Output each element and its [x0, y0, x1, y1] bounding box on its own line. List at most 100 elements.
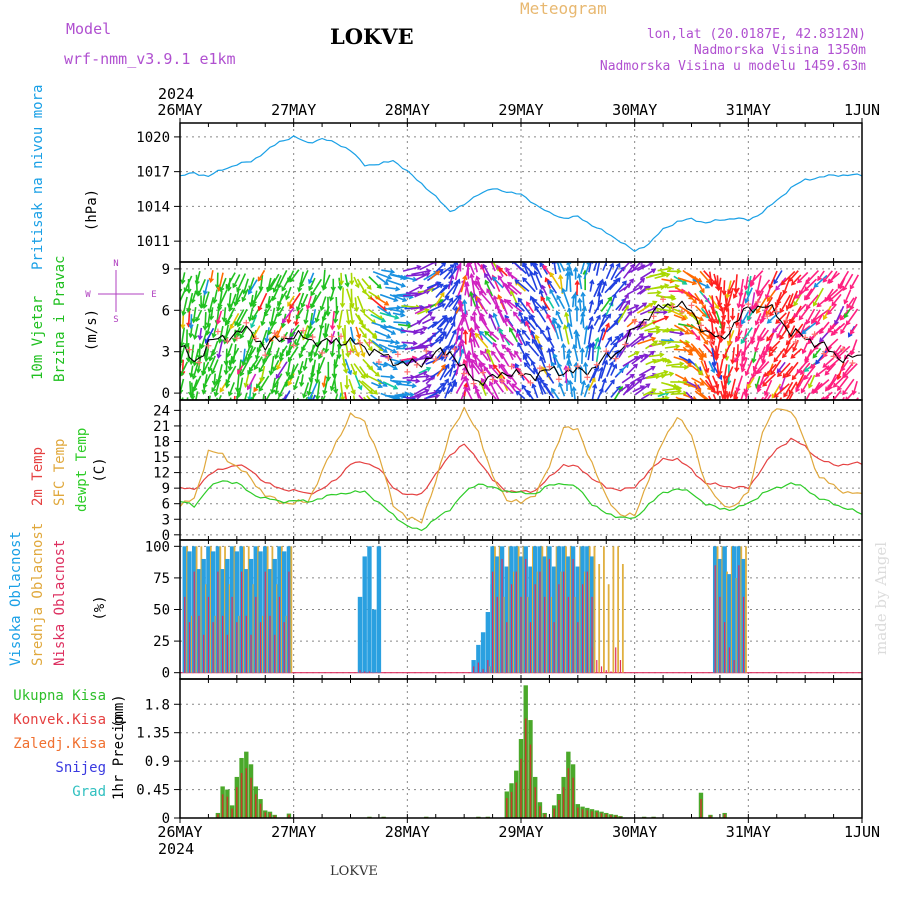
- wind-arrow-head: [237, 322, 242, 328]
- wind-arrow: [831, 293, 842, 306]
- wind-arrow: [218, 325, 224, 343]
- wind-arrow: [547, 337, 555, 349]
- wind-arrow: [177, 305, 179, 321]
- wind-arrow-head: [197, 335, 203, 341]
- wind-arrow: [353, 363, 366, 379]
- wind-arrow: [558, 262, 566, 272]
- wind-arrow: [505, 284, 518, 296]
- wind-arrow-head: [768, 284, 774, 290]
- wind-arrow-head: [352, 370, 358, 377]
- wind-arrow: [435, 284, 448, 299]
- wind-arrow: [813, 274, 828, 288]
- wind-arrow-head: [695, 384, 701, 389]
- wind-arrow: [630, 374, 646, 384]
- wind-arrow-head: [236, 287, 241, 293]
- wind-arrow: [410, 389, 429, 399]
- cloud-bar-mid: [588, 546, 591, 673]
- wind-arrow-head: [205, 322, 211, 328]
- wind-arrow-head: [751, 358, 757, 364]
- cloud-bar-mid: [735, 577, 738, 673]
- y-tick-label: 6: [162, 303, 170, 319]
- wind-arrow-head: [253, 387, 259, 393]
- wind-arrow: [384, 361, 398, 370]
- wind-arrow-head: [184, 343, 190, 349]
- wind-arrow-head: [235, 298, 241, 304]
- wind-arrow: [627, 333, 644, 348]
- wind-arrow-head: [574, 331, 581, 338]
- wind-arrow: [610, 335, 620, 346]
- y-tick-label: 100: [145, 539, 170, 555]
- wind-arrow: [514, 279, 530, 293]
- wind-arrow: [665, 362, 684, 367]
- wind-arrow-head: [626, 283, 632, 289]
- wind-arrow: [581, 348, 584, 364]
- wind-arrow-head: [509, 289, 515, 295]
- wind-arrow-head: [219, 286, 225, 293]
- wind-arrow: [588, 377, 596, 391]
- wind-arrow-head: [847, 332, 853, 338]
- wind-arrow-head: [255, 383, 261, 389]
- wind-arrow-head: [492, 312, 498, 318]
- y-tick-label: 1017: [136, 165, 170, 181]
- wind-arrow-head: [740, 303, 746, 310]
- wind-arrow: [549, 272, 562, 290]
- wind-arrow-head: [477, 297, 482, 303]
- wind-arrow: [182, 296, 188, 316]
- wind-arrow: [272, 313, 278, 326]
- wind-arrow-head: [211, 380, 218, 386]
- wind-arrow-head: [337, 285, 343, 291]
- wind-arrow-head: [710, 388, 716, 394]
- wind-arrow-head: [492, 295, 498, 301]
- time-label-bottom: 29MAY: [498, 823, 543, 841]
- wind-arrow: [657, 267, 672, 272]
- wind-arrow: [209, 349, 215, 361]
- wind-arrow: [244, 374, 250, 387]
- wind-arrow-head: [463, 382, 469, 388]
- wind-arrow-head: [475, 324, 481, 330]
- wind-arrow: [614, 280, 627, 295]
- wind-arrow-head: [659, 352, 665, 358]
- wind-arrow-head: [849, 284, 855, 290]
- wind-arrow-head: [756, 369, 762, 375]
- wind-arrow: [452, 262, 458, 274]
- wind-arrow: [546, 372, 555, 384]
- wind-arrow-head: [785, 305, 791, 311]
- wind-arrow-head: [790, 353, 796, 359]
- wind-arrow: [769, 340, 781, 352]
- wind-arrow: [813, 287, 824, 306]
- wind-arrow-head: [186, 322, 192, 328]
- wind-arrow-head: [184, 411, 188, 415]
- wind-arrow-head: [272, 383, 278, 389]
- wind-arrow-head: [455, 278, 461, 284]
- wind-arrow-head: [824, 297, 830, 303]
- wind-arrow: [478, 291, 492, 305]
- wind-arrow-head: [257, 276, 263, 282]
- cloud-bar-mid: [498, 546, 501, 673]
- wind-arrow-head: [391, 348, 398, 354]
- wind-arrow-head: [302, 404, 306, 408]
- cloud-bar-high: [225, 558, 230, 673]
- wind-arrow: [618, 294, 629, 311]
- wind-arrow: [843, 363, 858, 378]
- wind-arrow: [827, 288, 839, 300]
- wind-arrow: [361, 380, 378, 395]
- wind-arrow-head: [663, 315, 670, 321]
- wind-arrow: [277, 306, 285, 317]
- cloud-bar-mid: [531, 546, 534, 673]
- wind-arrow-head: [202, 383, 208, 389]
- wind-arrow: [777, 362, 791, 377]
- wind-arrow-head: [201, 389, 207, 395]
- wind-arrow-head: [733, 287, 739, 294]
- wind-arrow: [397, 274, 417, 281]
- y-tick-label: 0.45: [136, 783, 170, 799]
- wind-arrow: [486, 288, 497, 305]
- wind-arrow: [307, 379, 314, 396]
- wind-arrow: [543, 382, 555, 399]
- wind-arrow-head: [585, 383, 591, 389]
- wind-arrow: [651, 342, 666, 347]
- wind-arrow: [392, 312, 405, 317]
- wind-arrow: [627, 304, 639, 312]
- wind-arrow: [517, 329, 527, 347]
- wind-arrow-head: [782, 289, 788, 296]
- cloud-bar-mid: [745, 546, 747, 673]
